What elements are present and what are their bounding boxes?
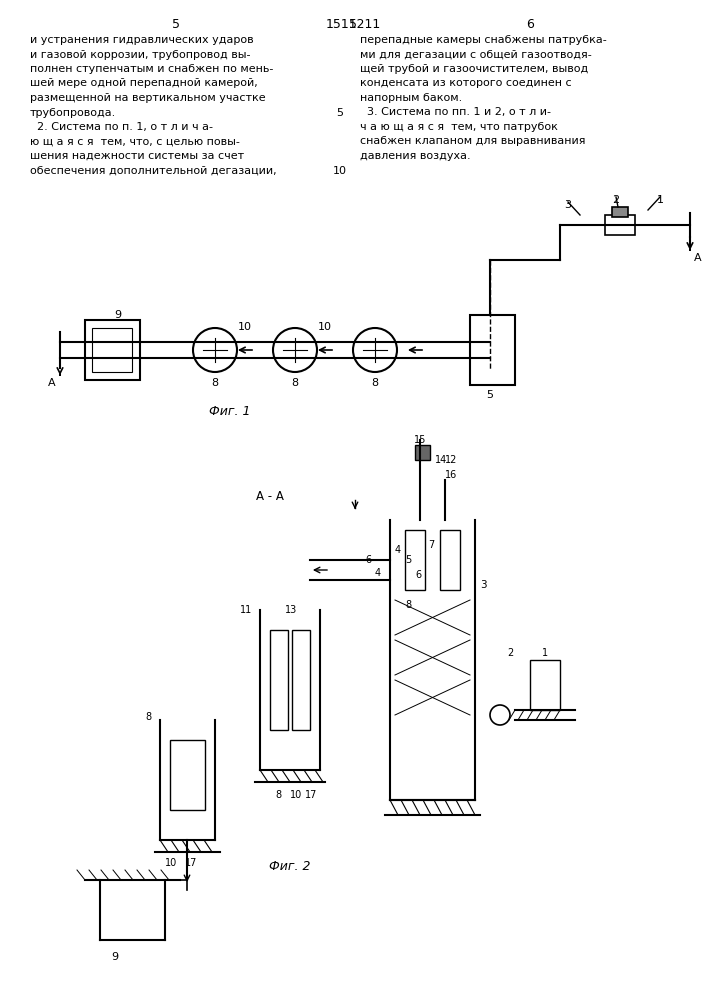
Text: 17: 17	[305, 790, 317, 800]
Text: 4: 4	[395, 545, 401, 555]
Text: снабжен клапаном для выравнивания: снабжен клапаном для выравнивания	[360, 136, 585, 146]
Text: трубопровода.: трубопровода.	[30, 107, 116, 117]
Text: ми для дегазации с общей газоотводя-: ми для дегазации с общей газоотводя-	[360, 49, 592, 60]
Text: и газовой коррозии, трубопровод вы-: и газовой коррозии, трубопровод вы-	[30, 49, 250, 60]
Bar	[530, 660, 560, 710]
Text: давления воздуха.: давления воздуха.	[360, 151, 471, 161]
Text: 10: 10	[290, 790, 303, 800]
Bar	[270, 630, 288, 730]
Text: размещенной на вертикальном участке: размещенной на вертикальном участке	[30, 93, 266, 103]
Text: 8: 8	[371, 378, 378, 388]
Text: 10: 10	[165, 858, 177, 868]
Text: A - A: A - A	[256, 490, 284, 503]
Text: 16: 16	[445, 470, 457, 480]
Text: 2. Система по п. 1, о т л и ч а-: 2. Система по п. 1, о т л и ч а-	[30, 122, 213, 132]
Text: обеспечения дополнительной дегазации,: обеспечения дополнительной дегазации,	[30, 165, 276, 176]
Text: Фиг. 2: Фиг. 2	[269, 860, 311, 873]
Text: 4: 4	[375, 568, 381, 578]
Text: Фиг. 1: Фиг. 1	[209, 405, 251, 418]
Bar	[470, 315, 515, 385]
Text: A: A	[48, 378, 56, 388]
Text: 3: 3	[480, 580, 486, 590]
Text: 13: 13	[285, 605, 297, 615]
Text: 8: 8	[291, 378, 298, 388]
Text: ч а ю щ а я с я  тем, что патрубок: ч а ю щ а я с я тем, что патрубок	[360, 122, 558, 132]
Text: 9: 9	[115, 310, 122, 320]
Text: 8: 8	[405, 600, 411, 610]
Text: 6: 6	[365, 555, 371, 565]
Text: 6: 6	[526, 18, 534, 31]
Text: 7: 7	[428, 540, 434, 550]
Text: 1511211: 1511211	[325, 18, 380, 31]
Text: 15: 15	[414, 435, 426, 445]
Bar	[170, 740, 205, 810]
Bar	[605, 215, 635, 235]
Text: 3: 3	[564, 200, 571, 210]
Text: 5: 5	[405, 555, 411, 565]
Text: напорным баком.: напорным баком.	[360, 93, 462, 103]
Text: 5: 5	[172, 18, 180, 31]
Text: ю щ а я с я  тем, что, с целью повы-: ю щ а я с я тем, что, с целью повы-	[30, 136, 240, 146]
Bar	[612, 207, 628, 217]
Text: 5: 5	[486, 390, 493, 400]
Text: 6: 6	[415, 570, 421, 580]
Bar	[92, 328, 132, 372]
Bar	[415, 445, 430, 460]
Text: 5: 5	[337, 107, 344, 117]
Text: A: A	[694, 253, 701, 263]
Text: 12: 12	[445, 455, 457, 465]
Text: 14: 14	[435, 455, 448, 465]
Text: 8: 8	[275, 790, 281, 800]
Bar	[440, 530, 460, 590]
Text: полнен ступенчатым и снабжен по мень-: полнен ступенчатым и снабжен по мень-	[30, 64, 274, 74]
Text: 10: 10	[318, 322, 332, 332]
Text: 17: 17	[185, 858, 197, 868]
Bar	[405, 530, 425, 590]
Text: 2: 2	[612, 195, 619, 205]
Text: 8: 8	[145, 712, 151, 722]
Text: 9: 9	[112, 952, 119, 962]
Text: шей мере одной перепадной камерой,: шей мере одной перепадной камерой,	[30, 79, 258, 89]
Text: 2: 2	[507, 648, 513, 658]
Text: 5: 5	[349, 18, 357, 31]
Bar	[85, 320, 140, 380]
Text: и устранения гидравлических ударов: и устранения гидравлических ударов	[30, 35, 254, 45]
Text: перепадные камеры снабжены патрубка-: перепадные камеры снабжены патрубка-	[360, 35, 607, 45]
Text: 1: 1	[657, 195, 663, 205]
Text: конденсата из которого соединен с: конденсата из которого соединен с	[360, 79, 572, 89]
Text: 10: 10	[238, 322, 252, 332]
Text: 11: 11	[240, 605, 252, 615]
Text: щей трубой и газоочистителем, вывод: щей трубой и газоочистителем, вывод	[360, 64, 588, 74]
Text: шения надежности системы за счет: шения надежности системы за счет	[30, 151, 244, 161]
Text: 1: 1	[542, 648, 548, 658]
Text: 10: 10	[333, 165, 347, 176]
Text: 3. Система по пп. 1 и 2, о т л и-: 3. Система по пп. 1 и 2, о т л и-	[360, 107, 551, 117]
Bar	[292, 630, 310, 730]
Text: 8: 8	[211, 378, 218, 388]
